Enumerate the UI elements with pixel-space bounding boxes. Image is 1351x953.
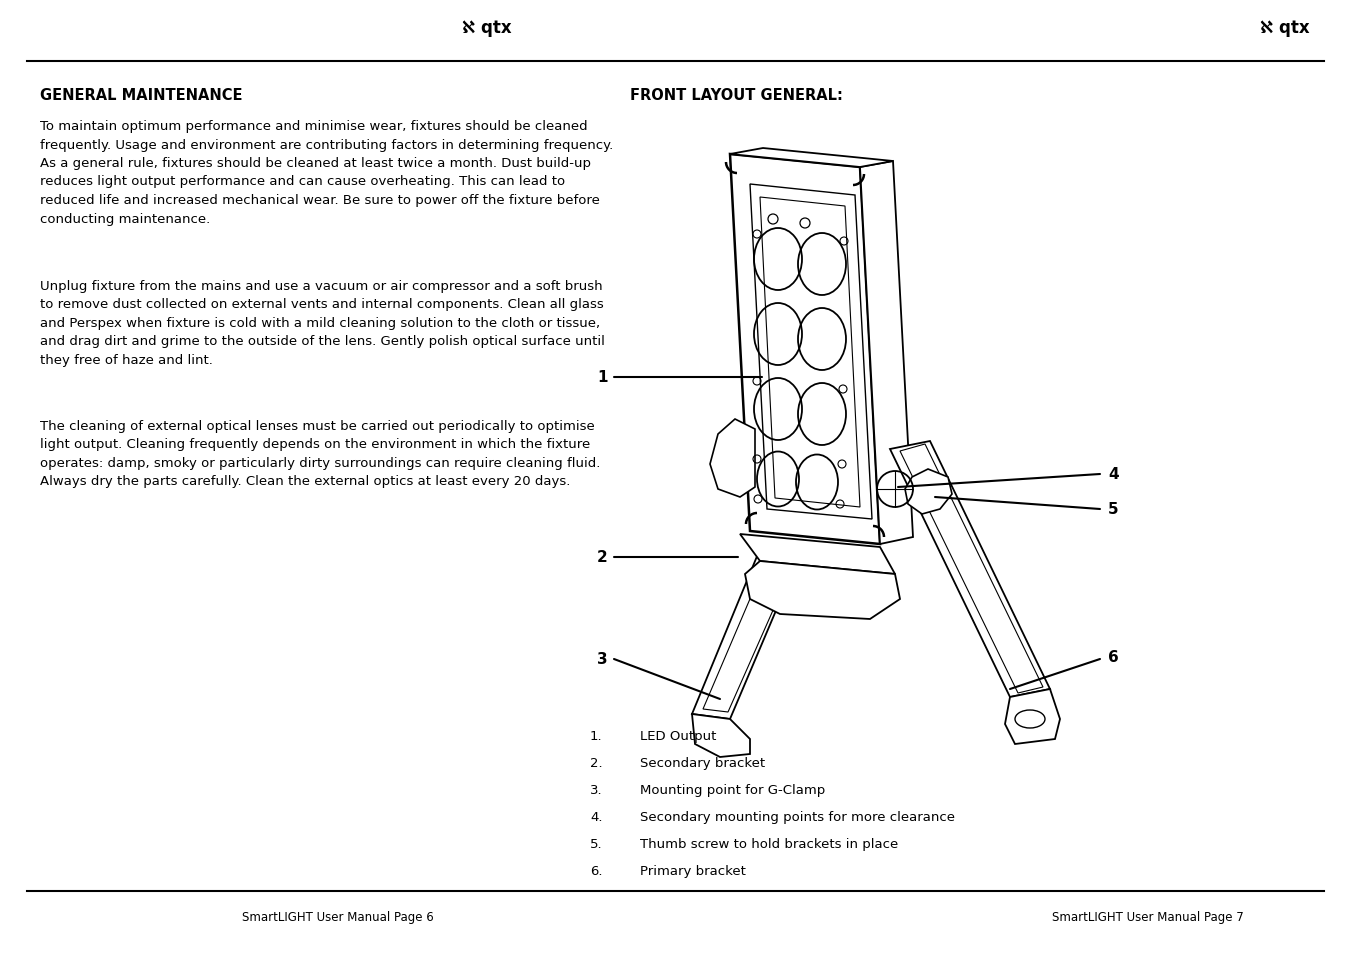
Text: 2: 2 (597, 550, 608, 565)
Text: 1.: 1. (590, 729, 603, 742)
Text: Mounting point for G-Clamp: Mounting point for G-Clamp (640, 783, 825, 796)
Text: FRONT LAYOUT GENERAL:: FRONT LAYOUT GENERAL: (630, 88, 843, 103)
Text: 4.: 4. (590, 810, 603, 823)
Text: 6: 6 (1108, 650, 1119, 665)
Text: 4: 4 (1108, 467, 1119, 482)
Text: 5: 5 (1108, 502, 1119, 517)
Polygon shape (890, 441, 1050, 698)
Polygon shape (744, 561, 900, 619)
Text: 1: 1 (597, 370, 608, 385)
Text: SmartLIGHT User Manual Page 7: SmartLIGHT User Manual Page 7 (1052, 910, 1244, 923)
Text: LED Output: LED Output (640, 729, 716, 742)
Text: 2.: 2. (590, 757, 603, 769)
Text: 6.: 6. (590, 864, 603, 877)
Polygon shape (692, 550, 800, 720)
Polygon shape (730, 149, 893, 168)
Text: The cleaning of external optical lenses must be carried out periodically to opti: The cleaning of external optical lenses … (41, 419, 600, 488)
Text: ℵ qtx: ℵ qtx (1260, 19, 1310, 37)
Text: Secondary mounting points for more clearance: Secondary mounting points for more clear… (640, 810, 955, 823)
Text: Unplug fixture from the mains and use a vacuum or air compressor and a soft brus: Unplug fixture from the mains and use a … (41, 280, 605, 367)
Text: Primary bracket: Primary bracket (640, 864, 746, 877)
Polygon shape (692, 714, 750, 758)
Text: Secondary bracket: Secondary bracket (640, 757, 765, 769)
Text: 5.: 5. (590, 837, 603, 850)
Polygon shape (703, 553, 797, 712)
Text: To maintain optimum performance and minimise wear, fixtures should be cleaned
fr: To maintain optimum performance and mini… (41, 120, 613, 225)
Text: Thumb screw to hold brackets in place: Thumb screw to hold brackets in place (640, 837, 898, 850)
Polygon shape (730, 154, 880, 544)
Polygon shape (900, 444, 1043, 693)
Text: SmartLIGHT User Manual Page 6: SmartLIGHT User Manual Page 6 (242, 910, 434, 923)
Text: 3: 3 (597, 652, 608, 667)
Text: GENERAL MAINTENANCE: GENERAL MAINTENANCE (41, 88, 242, 103)
Polygon shape (861, 162, 913, 544)
Polygon shape (711, 419, 755, 497)
Text: 3.: 3. (590, 783, 603, 796)
Text: ℵ qtx: ℵ qtx (462, 19, 512, 37)
Polygon shape (905, 470, 952, 515)
Polygon shape (740, 535, 894, 575)
Polygon shape (1005, 689, 1061, 744)
